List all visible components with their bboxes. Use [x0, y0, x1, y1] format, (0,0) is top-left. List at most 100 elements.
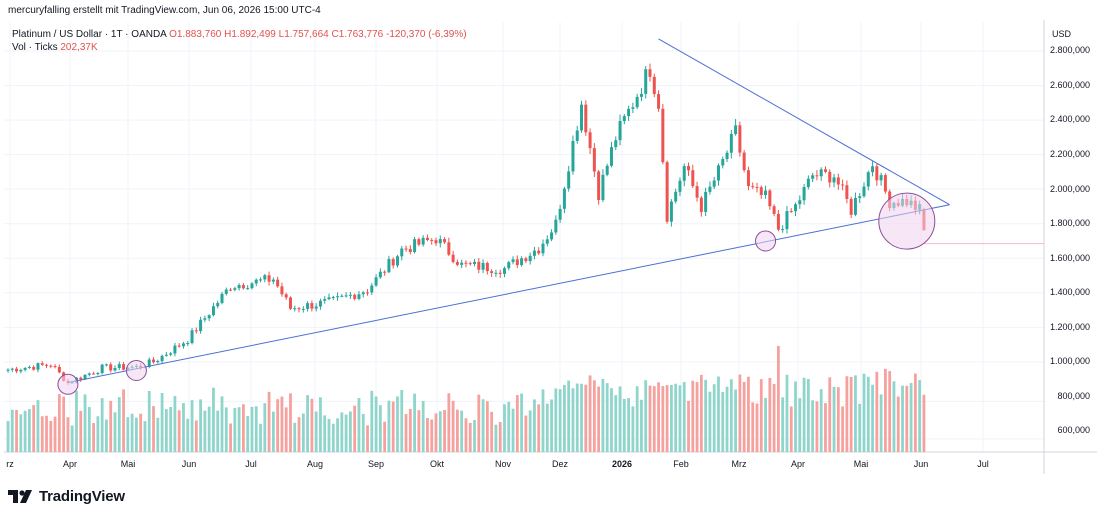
- volume-bar: [310, 398, 314, 452]
- candle-body: [229, 289, 233, 291]
- volume-bar: [96, 416, 100, 452]
- candle-body: [344, 295, 348, 297]
- tradingview-logo[interactable]: TradingView: [8, 487, 125, 505]
- candle-body: [742, 152, 746, 171]
- volume-bar: [802, 377, 806, 452]
- candle-body: [601, 174, 605, 201]
- candle-body: [421, 237, 425, 245]
- time-tick-label: Mai: [853, 459, 869, 469]
- volume-bar: [426, 417, 429, 452]
- volume-bar: [331, 423, 335, 452]
- price-tick-label: 1.600,000: [1049, 252, 1090, 263]
- candle-body: [79, 377, 83, 380]
- volume-bar: [396, 396, 399, 452]
- volume-bar: [135, 417, 138, 452]
- candle-body: [327, 297, 331, 300]
- volume-bar: [729, 379, 733, 452]
- candle-body: [584, 104, 588, 133]
- candle-body: [755, 186, 759, 188]
- volume-bar: [314, 411, 318, 452]
- legend-volume-label: Vol · Ticks: [12, 42, 58, 53]
- volume-bar: [237, 407, 241, 452]
- candle-body: [259, 279, 263, 281]
- price-chart[interactable]: [4, 20, 1097, 475]
- volume-bar: [687, 400, 690, 452]
- candle-body: [366, 292, 370, 294]
- volume-bar: [849, 376, 853, 452]
- volume-bar: [434, 413, 438, 452]
- candle-body: [836, 177, 840, 185]
- volume-bar: [477, 394, 481, 452]
- volume-bar: [177, 410, 181, 452]
- candle-body: [562, 188, 566, 209]
- candle-body: [451, 254, 455, 263]
- candle-body: [147, 359, 151, 367]
- volume-bar: [66, 417, 70, 452]
- candle-body: [468, 263, 472, 265]
- highlight-circle: [57, 373, 79, 395]
- candle-body: [473, 261, 477, 264]
- volume-bar: [357, 398, 361, 452]
- time-tick-label: Nov: [494, 459, 512, 469]
- volume-bar: [186, 418, 190, 452]
- candle-body: [156, 361, 160, 363]
- volume-bar: [738, 374, 742, 452]
- candle-body: [199, 319, 203, 332]
- volume-bar: [858, 403, 862, 452]
- volume-bar: [122, 389, 125, 452]
- volume-bar: [580, 383, 583, 452]
- legend-symbol: Platinum / US Dollar · 1T · OANDA: [12, 29, 167, 40]
- candle-body: [798, 200, 802, 205]
- price-tick-label: 1.000,000: [1049, 356, 1090, 366]
- candle-body: [15, 368, 19, 372]
- candle-body: [340, 295, 344, 297]
- volume-bar: [806, 378, 810, 452]
- volume-bar: [537, 404, 541, 452]
- candle-body: [815, 175, 819, 177]
- volume-bar: [909, 383, 913, 452]
- candle-body: [687, 166, 691, 171]
- volume-bar: [789, 406, 793, 452]
- volume-bar: [468, 422, 472, 452]
- volume-bar: [130, 413, 134, 452]
- volume-bar: [871, 384, 874, 452]
- volume-bar: [344, 414, 348, 452]
- volume-bar: [717, 376, 720, 452]
- volume-bar: [854, 375, 857, 452]
- volume-bar: [794, 381, 797, 452]
- volume-bar: [203, 410, 207, 452]
- candle-body: [357, 294, 361, 299]
- candle-body: [45, 364, 49, 366]
- volume-bar: [640, 399, 643, 452]
- volume-bar: [747, 376, 750, 452]
- volume-bar: [712, 384, 716, 452]
- volume-bar: [109, 400, 113, 452]
- candle-body: [871, 166, 875, 173]
- volume-bar: [665, 385, 669, 452]
- volume-bar: [503, 404, 506, 452]
- volume-bar: [554, 388, 558, 452]
- volume-bar: [349, 411, 352, 452]
- candle-body: [575, 130, 579, 141]
- volume-bar: [563, 384, 566, 452]
- time-tick-label: Okt: [429, 459, 445, 469]
- tradingview-logo-icon: [8, 489, 32, 503]
- volume-bar: [271, 411, 275, 452]
- candle-body: [832, 177, 836, 183]
- candle-body: [823, 169, 827, 172]
- candle-body: [23, 367, 27, 370]
- volume-bar: [400, 389, 404, 452]
- volume-bar: [280, 396, 284, 452]
- volume-bar: [387, 400, 391, 452]
- volume-bar: [558, 389, 562, 452]
- volume-bar: [408, 408, 412, 452]
- volume-bar: [515, 395, 519, 452]
- candle-body: [276, 279, 280, 287]
- candle-body: [661, 108, 665, 163]
- candle-body: [729, 134, 733, 153]
- volume-bar: [199, 399, 202, 452]
- candle-body: [699, 197, 703, 212]
- highlight-circle: [755, 230, 777, 252]
- volume-bar: [169, 406, 173, 452]
- volume-bar: [139, 413, 143, 452]
